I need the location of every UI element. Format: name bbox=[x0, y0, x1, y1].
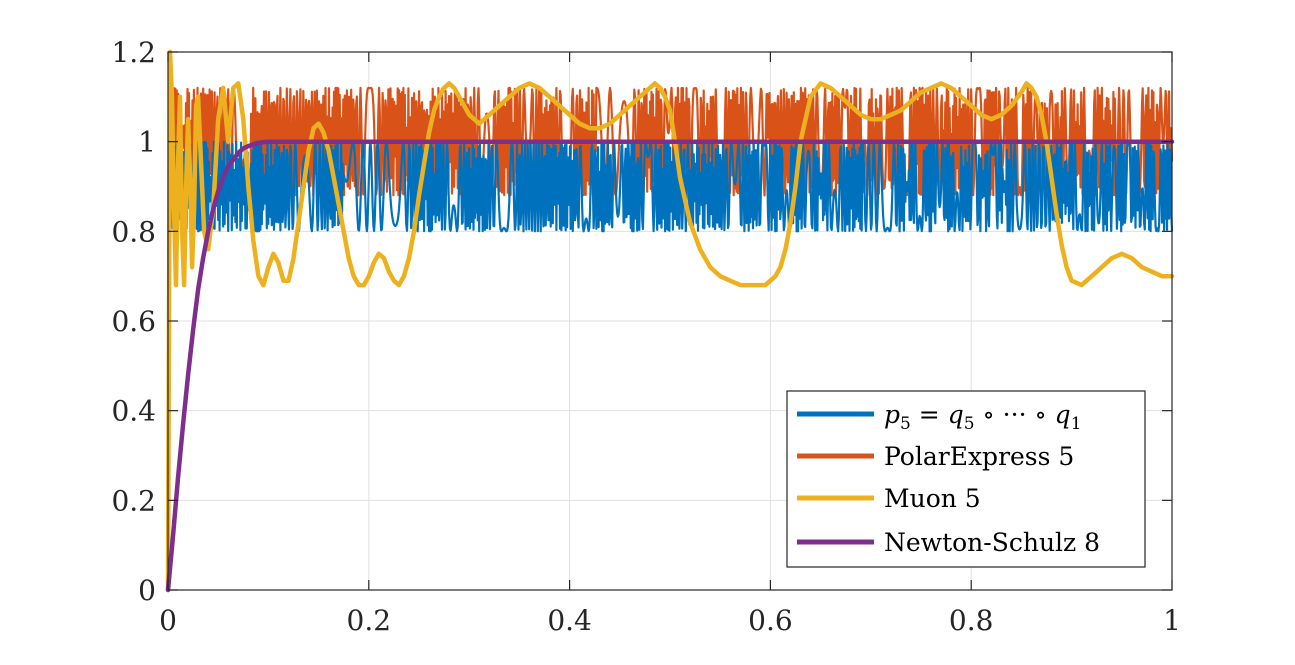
series-line-3 bbox=[165, 49, 1175, 593]
x-tick-label: 0.8 bbox=[949, 604, 994, 637]
legend-box bbox=[786, 390, 1146, 568]
tick-labels: 0 0.2 0.4 0.6 0.8 1 0 0.2 0.4 0.6 0.8 1 1.2 bbox=[111, 36, 1180, 637]
y-tick-label: 0.2 bbox=[111, 484, 156, 517]
y-tick-label: 0 bbox=[138, 574, 156, 607]
legend-label-series-1: p5 = q5 ∘ ··· ∘ q1 bbox=[884, 400, 1082, 434]
y-tick-label: 1 bbox=[138, 126, 156, 159]
legend-label-series-2: PolarExpress 5 bbox=[884, 442, 1074, 471]
axis-ticks bbox=[167, 51, 1173, 591]
series-line-4 bbox=[165, 139, 1175, 593]
legend: p5 = q5 ∘ ··· ∘ q1 PolarExpress 5 Muon 5… bbox=[786, 390, 1146, 568]
y-tick-label: 0.6 bbox=[111, 305, 156, 338]
x-tick-label: 0.2 bbox=[347, 604, 392, 637]
legend-label-series-4: Newton-Schulz 8 bbox=[884, 528, 1100, 557]
x-tick-label: 0.6 bbox=[748, 604, 793, 637]
y-tick-label: 0.8 bbox=[111, 215, 156, 248]
x-tick-label: 1 bbox=[1163, 604, 1181, 637]
x-tick-label: 0 bbox=[159, 604, 177, 637]
y-tick-label: 1.2 bbox=[111, 36, 156, 69]
x-tick-label: 0.4 bbox=[547, 604, 592, 637]
y-tick-label: 0.4 bbox=[111, 395, 156, 428]
legend-label-series-3: Muon 5 bbox=[884, 484, 981, 513]
series-layer bbox=[165, 49, 1175, 593]
